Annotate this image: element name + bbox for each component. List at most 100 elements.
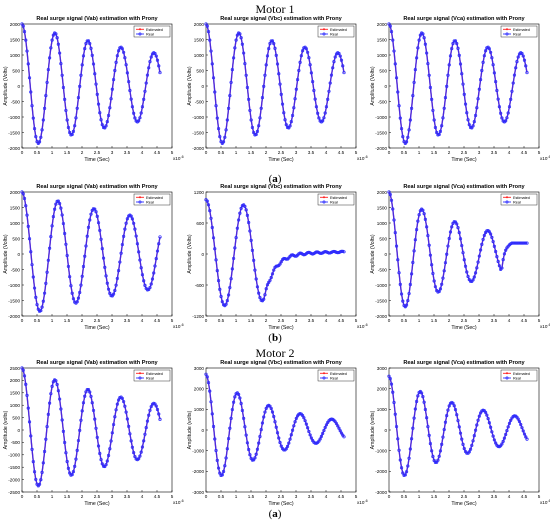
x-tick-label: 4 — [508, 318, 511, 323]
legend-label-estimated: Estimated — [513, 28, 530, 32]
row-label-a: (a) — [269, 173, 282, 185]
x-tick-label: 1.5 — [248, 150, 255, 155]
x-tick-label: 1 — [235, 494, 238, 499]
x-axis-label: Time (Sec) — [268, 501, 293, 507]
legend-box — [500, 193, 538, 206]
y-tick-label: 0 — [384, 428, 387, 433]
y-axis-label: Amplitude (volts) — [187, 410, 193, 449]
chart-m1b-vca: Real surge signal (Vca) estimation with … — [370, 184, 550, 331]
x-tick-label: 0 — [388, 494, 391, 499]
y-tick-label: -1500 — [192, 130, 204, 135]
x-tick-label: 0 — [205, 150, 208, 155]
series-real-line — [388, 375, 528, 477]
legend-marker-estimated — [323, 28, 325, 31]
legend-box — [317, 25, 355, 38]
y-tick-label: -1000 — [192, 448, 204, 453]
x-tick-label: 1.5 — [431, 150, 438, 155]
section-title-motor-2: Motor 2 — [256, 346, 295, 360]
x-tick-label: 4 — [508, 494, 511, 499]
y-tick-label: 2000 — [10, 22, 21, 27]
x-tick-label: 0.5 — [218, 494, 225, 499]
legend-marker-estimated — [323, 196, 325, 199]
x-tick-label: 1.5 — [431, 494, 438, 499]
y-tick-label: 500 — [379, 236, 387, 241]
y-tick-label: -2000 — [8, 477, 20, 482]
plot-area — [205, 367, 357, 493]
x-tick-label: 3.5 — [308, 318, 315, 323]
chart-title: Real surge signal (Vab) estimation with … — [36, 184, 158, 190]
x-exponent: x10-6 — [540, 155, 550, 161]
legend-marker-real — [138, 32, 142, 36]
x-tick-label: 4.5 — [154, 318, 161, 323]
x-tick-label: 4 — [325, 150, 328, 155]
y-tick-label: -2000 — [375, 146, 387, 151]
x-axis-label: Time (Sec) — [268, 157, 293, 163]
legend-marker-real — [322, 32, 326, 36]
y-tick-label: 600 — [196, 221, 204, 226]
y-tick-label: 2000 — [377, 22, 388, 27]
x-tick-label: 2 — [448, 150, 451, 155]
y-tick-label: -1000 — [8, 115, 20, 120]
x-exponent: x10-6 — [540, 323, 550, 329]
x-tick-label: 0.5 — [34, 318, 41, 323]
y-tick-label: 0 — [17, 252, 20, 257]
y-tick-label: 1000 — [194, 53, 205, 58]
x-exponent: x10-6 — [173, 155, 184, 161]
x-tick-label: 4.5 — [338, 318, 345, 323]
y-tick-label: 0 — [201, 84, 204, 89]
x-axis-label: Time (Sec) — [451, 501, 476, 507]
x-exponent: x10-6 — [357, 155, 368, 161]
y-tick-label: 1500 — [10, 37, 21, 42]
x-tick-label: 3 — [111, 150, 114, 155]
x-tick-label: 1.5 — [64, 318, 71, 323]
series-real-line — [388, 23, 528, 145]
x-tick-label: 1 — [235, 150, 238, 155]
legend-marker-real — [138, 376, 142, 380]
x-tick-label: 2.5 — [461, 318, 468, 323]
legend-label-real: Real — [330, 201, 338, 205]
x-tick-label: 1.5 — [431, 318, 438, 323]
series-real-line — [388, 191, 527, 308]
x-tick-label: 4.5 — [338, 150, 345, 155]
x-tick-label: 4 — [141, 494, 144, 499]
y-tick-label: -1500 — [8, 465, 20, 470]
x-tick-label: 0 — [388, 318, 391, 323]
y-tick-label: 1000 — [10, 53, 21, 58]
y-tick-label: 500 — [12, 236, 20, 241]
legend-box — [133, 193, 171, 206]
plot-area — [21, 23, 173, 149]
legend-label-real: Real — [146, 33, 154, 37]
legend-marker-real — [322, 200, 326, 204]
legend-label-real: Real — [146, 377, 154, 381]
x-tick-label: 5 — [538, 150, 541, 155]
plot-area — [388, 367, 540, 493]
plot-area — [388, 23, 540, 149]
series-real-line — [21, 191, 161, 313]
chart-m2a-vab: Real surge signal (Vab) estimation with … — [3, 360, 184, 507]
x-tick-label: 5 — [355, 150, 358, 155]
chart-m2a-vca: Real surge signal (Vca) estimation with … — [370, 360, 550, 507]
legend-label-estimated: Estimated — [146, 28, 163, 32]
x-tick-label: 2.5 — [94, 318, 101, 323]
chart-title: Real surge signal (Vbc) estimation with … — [220, 360, 342, 366]
legend-marker-real — [505, 200, 509, 204]
x-tick-label: 4.5 — [521, 494, 528, 499]
plot-area — [205, 23, 357, 149]
x-tick-label: 2.5 — [94, 494, 101, 499]
legend-label-real: Real — [513, 33, 521, 37]
x-tick-label: 0.5 — [34, 494, 41, 499]
legend-marker-estimated — [139, 196, 141, 199]
x-tick-label: 3 — [478, 318, 481, 323]
x-tick-label: 5 — [538, 494, 541, 499]
x-tick-label: 1.5 — [64, 150, 71, 155]
chart-m2a-vbc: Real surge signal (Vbc) estimation with … — [187, 360, 368, 507]
y-tick-label: 2000 — [10, 378, 21, 383]
chart-m1a-vca: Real surge signal (Vca) estimation with … — [370, 16, 550, 163]
legend-label-estimated: Estimated — [330, 196, 347, 200]
x-tick-label: 2 — [448, 318, 451, 323]
x-tick-label: 1.5 — [248, 494, 255, 499]
y-tick-label: 500 — [12, 68, 20, 73]
x-tick-label: 2 — [81, 318, 84, 323]
